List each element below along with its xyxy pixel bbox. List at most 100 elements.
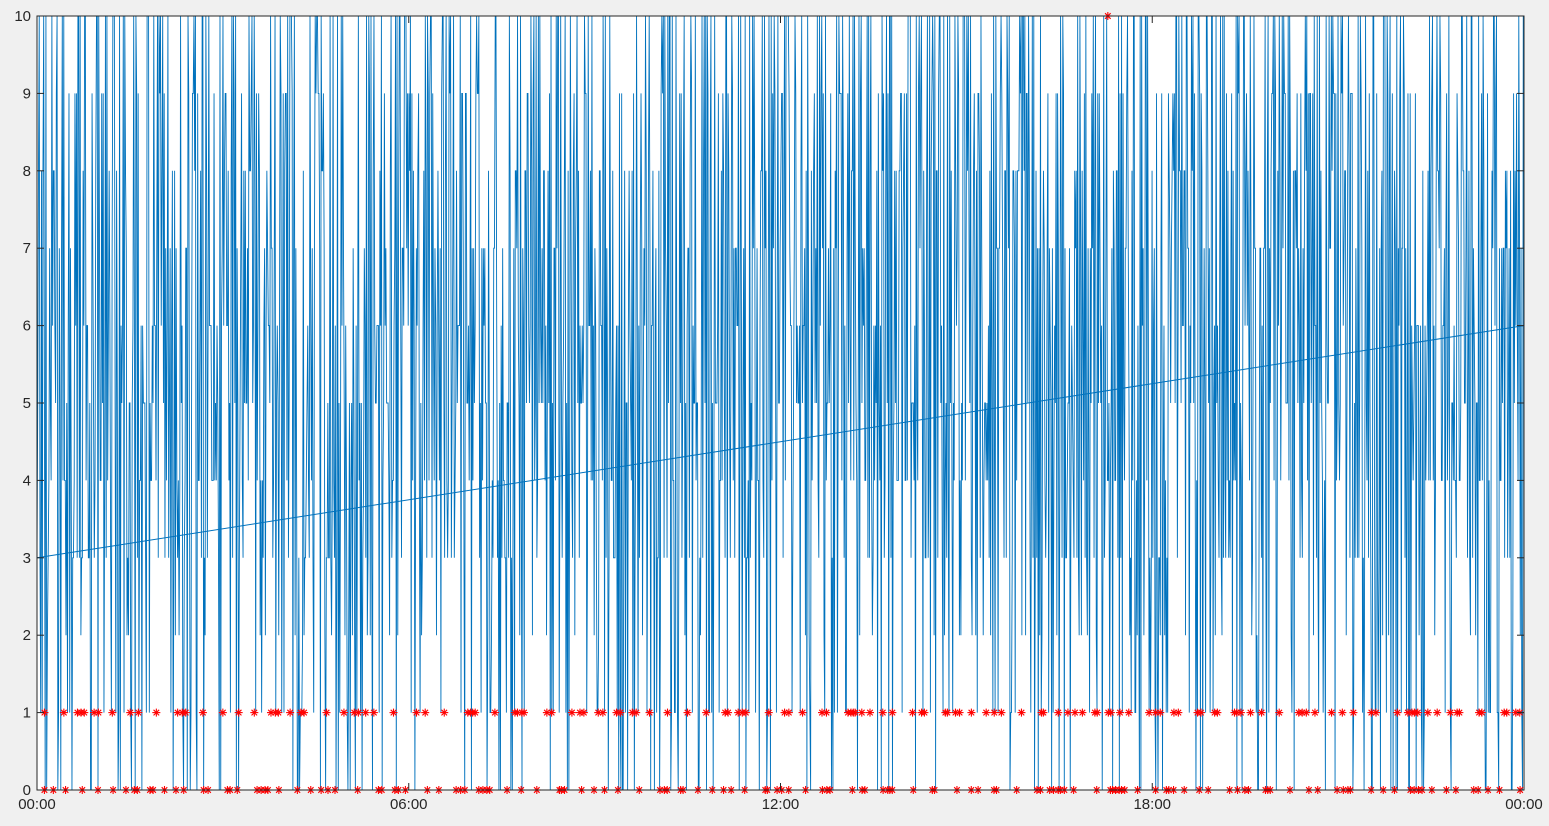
asterisk-marker (878, 708, 887, 717)
asterisk-marker (471, 708, 480, 717)
asterisk-marker (997, 708, 1006, 717)
asterisk-marker (547, 708, 556, 717)
asterisk-marker (108, 708, 117, 717)
asterisk-marker (1156, 708, 1165, 717)
asterisk-marker (1124, 708, 1133, 717)
asterisk-marker (412, 708, 421, 717)
asterisk-marker (1477, 708, 1486, 717)
x-axis-ticks: 00:00 06:00 12:00 18:00 00:00 (18, 16, 1543, 813)
y-tick-label: 10 (14, 8, 31, 25)
asterisk-marker (1017, 708, 1026, 717)
asterisk-marker (955, 708, 964, 717)
asterisk-marker (389, 708, 398, 717)
asterisk-marker (1338, 708, 1347, 717)
asterisk-marker (250, 708, 259, 717)
data-series-line (36, 15, 1525, 791)
trend-line (36, 325, 1525, 559)
asterisk-marker (1063, 708, 1072, 717)
asterisk-marker (822, 708, 831, 717)
asterisk-marker (1054, 708, 1063, 717)
asterisk-marker (990, 708, 999, 717)
asterisk-marker (1327, 708, 1336, 717)
y-tick-label: 9 (23, 85, 31, 102)
y-tick-label: 5 (23, 395, 31, 412)
asterisk-marker (616, 708, 625, 717)
asterisk-marker (1236, 708, 1245, 717)
x-tick-label: 18:00 (1133, 796, 1171, 813)
asterisk-marker (1115, 708, 1124, 717)
asterisk-marker (80, 708, 89, 717)
asterisk-marker (851, 708, 860, 717)
asterisk-marker (1502, 708, 1511, 717)
asterisk-marker (1093, 708, 1102, 717)
asterisk-marker (322, 708, 331, 717)
asterisk-marker (1174, 708, 1183, 717)
asterisk-marker (798, 708, 807, 717)
asterisk-marker (59, 708, 68, 717)
data-line-group (36, 15, 1525, 791)
asterisk-marker (1433, 708, 1442, 717)
asterisk-marker (440, 708, 449, 717)
asterisk-marker (920, 708, 929, 717)
asterisk-marker (683, 708, 692, 717)
asterisk-marker (1302, 708, 1311, 717)
asterisk-marker (645, 708, 654, 717)
asterisk-marker (152, 708, 161, 717)
asterisk-marker (134, 708, 143, 717)
y-tick-label: 1 (23, 705, 31, 722)
asterisk-marker (1275, 708, 1284, 717)
asterisk-marker (1078, 708, 1087, 717)
asterisk-marker (866, 708, 875, 717)
asterisk-marker (361, 708, 370, 717)
asterisk-marker (1423, 708, 1432, 717)
asterisk-marker (1413, 708, 1422, 717)
asterisk-marker (857, 708, 866, 717)
y-tick-label: 3 (23, 550, 31, 567)
asterisk-marker (567, 708, 576, 717)
asterisk-marker (1371, 708, 1380, 717)
y-axis-ticks: 0 1 2 3 4 5 6 7 8 9 10 (14, 8, 1524, 799)
asterisk-marker (579, 708, 588, 717)
x-tick-label: 06:00 (390, 796, 428, 813)
x-tick-label: 00:00 (1505, 796, 1543, 813)
asterisk-marker (784, 708, 793, 717)
asterisk-marker (1455, 708, 1464, 717)
asterisk-marker (218, 708, 227, 717)
asterisk-marker (1070, 708, 1079, 717)
asterisk-marker (1393, 708, 1402, 717)
asterisk-marker (1039, 708, 1048, 717)
asterisk-marker (1310, 708, 1319, 717)
asterisk-marker (1246, 708, 1255, 717)
asterisk-marker (274, 708, 283, 717)
asterisk-marker (520, 708, 529, 717)
x-tick-label: 00:00 (18, 796, 56, 813)
y-tick-label: 0 (23, 782, 31, 799)
marker-group (40, 12, 1525, 794)
y-tick-label: 6 (23, 318, 31, 335)
y-tick-label: 7 (23, 240, 31, 257)
asterisk-marker (421, 708, 430, 717)
asterisk-marker (967, 708, 976, 717)
x-tick-label: 12:00 (762, 796, 800, 813)
asterisk-marker (181, 708, 190, 717)
y-tick-label: 8 (23, 163, 31, 180)
asterisk-marker (764, 708, 773, 717)
y-tick-label: 2 (23, 627, 31, 644)
asterisk-marker (126, 708, 135, 717)
asterisk-marker (300, 708, 309, 717)
asterisk-marker (1106, 708, 1115, 717)
asterisk-marker (1257, 708, 1266, 717)
asterisk-marker (354, 708, 363, 717)
trend-line-group (36, 325, 1525, 559)
asterisk-marker (908, 708, 917, 717)
asterisk-marker (1213, 708, 1222, 717)
asterisk-marker (173, 708, 182, 717)
asterisk-marker (1197, 708, 1206, 717)
asterisk-marker (741, 708, 750, 717)
asterisk-marker (943, 708, 952, 717)
asterisk-marker (598, 708, 607, 717)
asterisk-marker (1349, 708, 1358, 717)
asterisk-marker (888, 708, 897, 717)
